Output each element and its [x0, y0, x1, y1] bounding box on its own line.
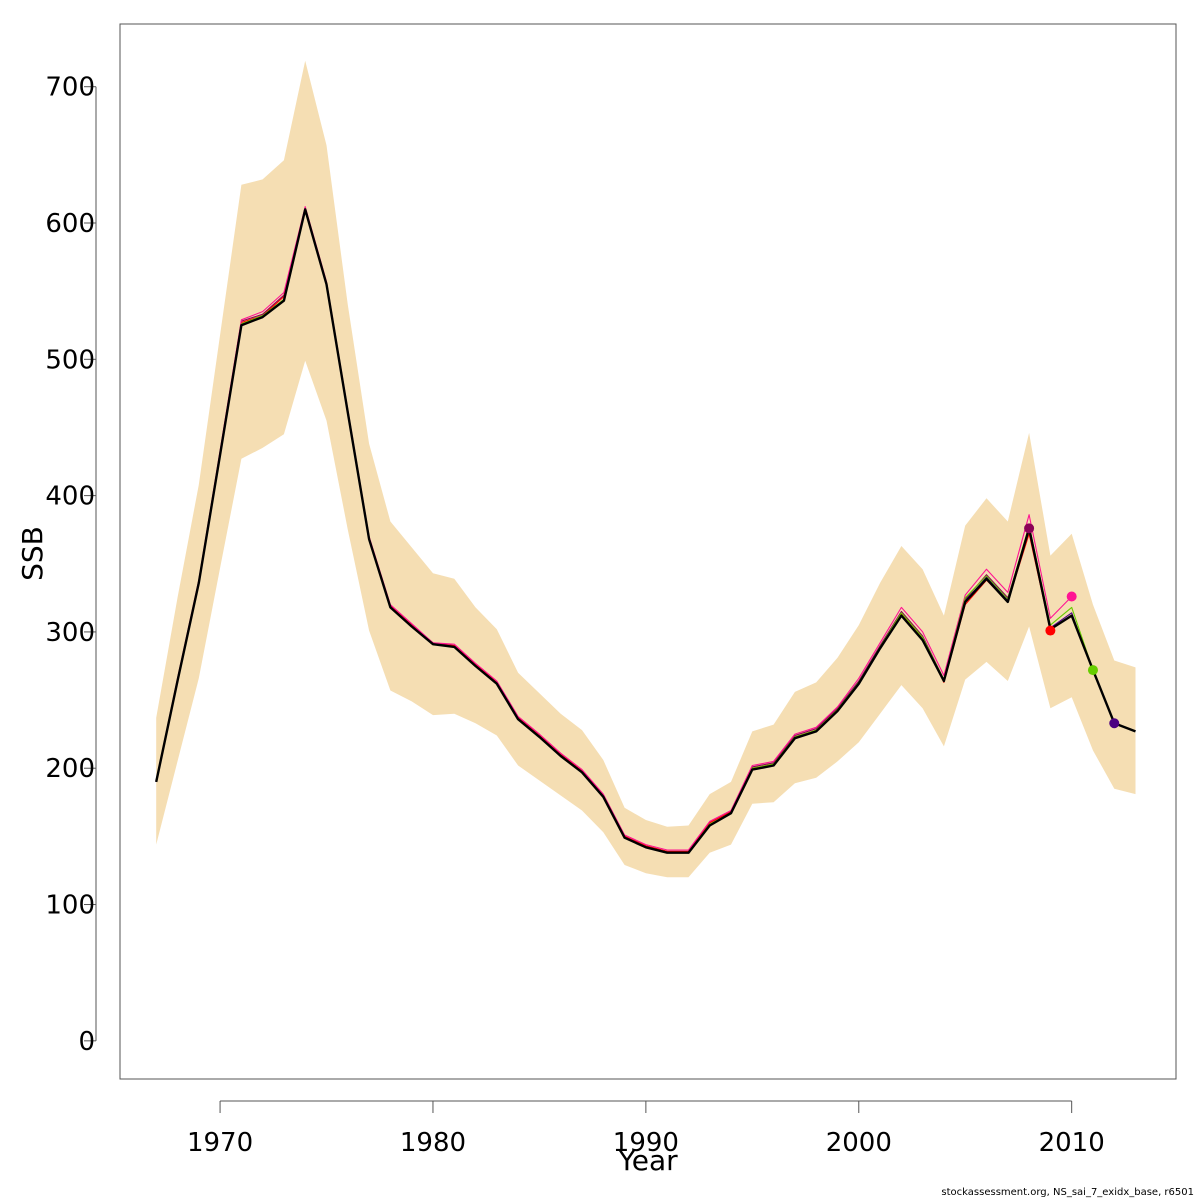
- y-tick-label: 600: [45, 209, 95, 239]
- series-lines-layer: [155, 206, 1136, 854]
- y-tick-label: 700: [45, 73, 95, 103]
- x-axis-title: Year: [617, 1144, 678, 1177]
- confidence-band-layer: [156, 60, 1136, 878]
- x-tick-label: 1990: [613, 1128, 679, 1158]
- terminal-point-2012: [1109, 718, 1120, 729]
- y-tick-label: 300: [45, 618, 95, 648]
- y-tick-label: 200: [45, 754, 95, 784]
- series-line-base: [155, 208, 1136, 854]
- x-tick-label: 2000: [826, 1128, 892, 1158]
- x-tick-label: 1970: [187, 1128, 253, 1158]
- confidence-band: [156, 60, 1136, 878]
- y-tick-label: 400: [45, 482, 95, 512]
- y-axis-title: SSB: [16, 526, 49, 581]
- plot-frame: [119, 23, 1177, 1080]
- terminal-point-2011: [1087, 665, 1098, 676]
- y-tick-label: 500: [45, 345, 95, 375]
- terminal-point-2009: [1045, 625, 1056, 636]
- footer-credit: stockassessment.org, NS_sai_7_exidx_base…: [941, 1187, 1194, 1198]
- y-tick-label: 0: [78, 1027, 95, 1057]
- terminal-point-2010: [1066, 591, 1077, 602]
- x-tick-label: 1980: [400, 1128, 466, 1158]
- terminal-points-layer: [1024, 523, 1120, 729]
- axes-layer: 1970 1980 1990 2000 2010 0 100 200 300 400 500 600 7…: [45, 73, 1104, 1158]
- y-tick-label: 100: [45, 891, 95, 921]
- terminal-point-2008: [1024, 523, 1035, 534]
- x-tick-label: 2010: [1039, 1128, 1105, 1158]
